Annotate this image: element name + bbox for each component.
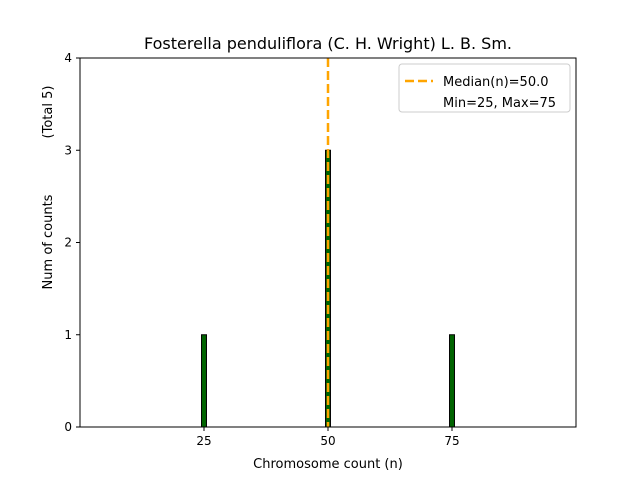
y-tick-label: 3 [64, 143, 72, 157]
y-tick-label: 4 [64, 51, 72, 65]
histogram-bar [449, 334, 455, 428]
y-axis-label: Num of counts [41, 194, 56, 289]
y-tick-label: 2 [64, 236, 72, 250]
x-tick-label: 25 [196, 434, 211, 448]
legend-range-label: Min=25, Max=75 [443, 96, 556, 111]
legend-median-label: Median(n)=50.0 [443, 75, 549, 90]
y-axis-total-label: (Total 5) [41, 86, 56, 139]
plot-area: 25 50 75 0 1 2 3 4 Median(n)=50.0 Min=25, Max=75 [64, 51, 577, 448]
x-axis-label: Chromosome count (n) [253, 457, 403, 472]
histogram-bar [201, 334, 207, 428]
x-tick-label: 75 [444, 434, 459, 448]
chart-title: Fosterella penduliflora (C. H. Wright) L… [144, 34, 512, 53]
y-tick-label: 1 [64, 328, 72, 342]
y-tick-label: 0 [64, 420, 72, 434]
x-tick-label: 50 [320, 434, 335, 448]
legend-box [398, 63, 571, 113]
